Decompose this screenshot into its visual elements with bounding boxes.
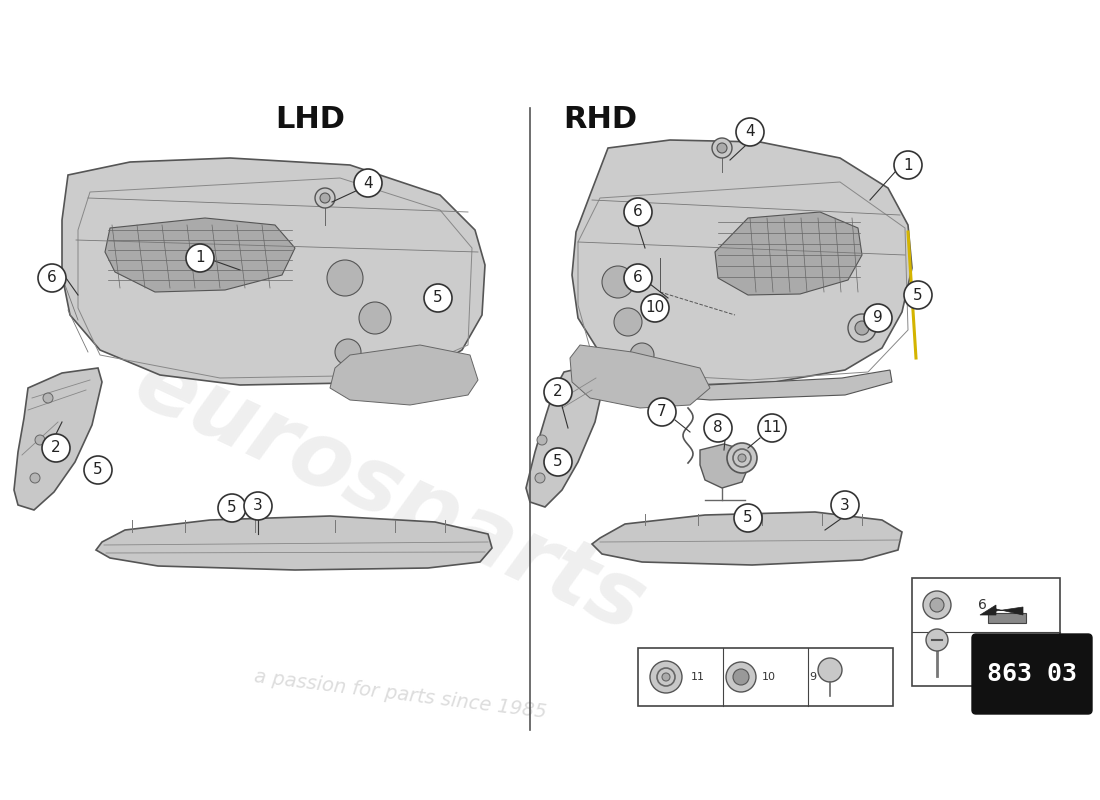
Circle shape [733, 669, 749, 685]
Text: 8: 8 [713, 421, 723, 435]
Circle shape [537, 435, 547, 445]
Circle shape [726, 662, 756, 692]
Text: eurosparts: eurosparts [121, 338, 659, 652]
Circle shape [648, 398, 676, 426]
Circle shape [359, 302, 390, 334]
Text: 6: 6 [978, 598, 987, 612]
Text: LHD: LHD [275, 106, 345, 134]
Circle shape [544, 393, 556, 403]
Circle shape [535, 473, 544, 483]
Polygon shape [592, 370, 892, 400]
FancyBboxPatch shape [972, 634, 1092, 714]
Circle shape [830, 491, 859, 519]
Circle shape [641, 294, 669, 322]
Circle shape [717, 143, 727, 153]
Circle shape [602, 266, 634, 298]
Circle shape [42, 434, 70, 462]
Circle shape [327, 260, 363, 296]
Circle shape [315, 188, 336, 208]
Polygon shape [96, 516, 492, 570]
Circle shape [624, 198, 652, 226]
Polygon shape [988, 613, 1026, 623]
Text: 6: 6 [47, 270, 57, 286]
Circle shape [727, 443, 757, 473]
Circle shape [904, 281, 932, 309]
Text: 863 03: 863 03 [987, 662, 1077, 686]
Circle shape [614, 308, 642, 336]
Circle shape [320, 193, 330, 203]
FancyBboxPatch shape [638, 648, 893, 706]
Text: 2: 2 [52, 441, 60, 455]
Polygon shape [592, 512, 902, 565]
Circle shape [424, 284, 452, 312]
Circle shape [30, 473, 40, 483]
Polygon shape [980, 605, 1023, 615]
Polygon shape [62, 158, 485, 385]
Text: 5: 5 [228, 501, 236, 515]
Circle shape [186, 244, 214, 272]
Text: a passion for parts since 1985: a passion for parts since 1985 [253, 668, 548, 722]
Polygon shape [104, 218, 295, 292]
Circle shape [923, 591, 952, 619]
Circle shape [848, 314, 876, 342]
Text: 5: 5 [553, 454, 563, 470]
Circle shape [336, 339, 361, 365]
Polygon shape [330, 345, 478, 405]
Circle shape [738, 454, 746, 462]
Text: 10: 10 [762, 672, 776, 682]
Circle shape [704, 414, 732, 442]
Text: 5: 5 [94, 462, 102, 478]
Circle shape [630, 343, 654, 367]
Circle shape [624, 264, 652, 292]
Circle shape [84, 456, 112, 484]
Circle shape [758, 414, 786, 442]
Text: 6: 6 [634, 270, 642, 286]
Polygon shape [570, 345, 710, 408]
Text: 7: 7 [657, 405, 667, 419]
Circle shape [39, 264, 66, 292]
Circle shape [650, 661, 682, 693]
Text: 5: 5 [744, 510, 752, 526]
Text: 3: 3 [840, 498, 850, 513]
Text: 6: 6 [634, 205, 642, 219]
Polygon shape [715, 212, 862, 295]
Text: 5: 5 [433, 290, 443, 306]
Text: 9: 9 [810, 672, 816, 682]
Circle shape [354, 169, 382, 197]
Text: 5: 5 [978, 652, 987, 666]
Circle shape [544, 378, 572, 406]
Circle shape [734, 504, 762, 532]
Polygon shape [526, 365, 605, 507]
Circle shape [855, 321, 869, 335]
Circle shape [712, 138, 732, 158]
Circle shape [43, 393, 53, 403]
Circle shape [926, 629, 948, 651]
Text: 5: 5 [913, 287, 923, 302]
FancyBboxPatch shape [912, 578, 1060, 686]
Text: RHD: RHD [563, 106, 637, 134]
Text: 4: 4 [363, 175, 373, 190]
Text: 11: 11 [762, 421, 782, 435]
Circle shape [244, 492, 272, 520]
Text: 10: 10 [646, 301, 664, 315]
Circle shape [894, 151, 922, 179]
Circle shape [736, 118, 764, 146]
Text: 1: 1 [903, 158, 913, 173]
Text: 2: 2 [553, 385, 563, 399]
Circle shape [864, 304, 892, 332]
Polygon shape [700, 444, 748, 488]
Circle shape [35, 435, 45, 445]
Circle shape [818, 658, 842, 682]
Circle shape [662, 673, 670, 681]
Text: 1: 1 [195, 250, 205, 266]
Circle shape [218, 494, 246, 522]
Text: 4: 4 [745, 125, 755, 139]
Text: 9: 9 [873, 310, 883, 326]
Circle shape [544, 448, 572, 476]
Text: 3: 3 [253, 498, 263, 514]
Polygon shape [14, 368, 102, 510]
Text: 11: 11 [691, 672, 705, 682]
Polygon shape [572, 140, 912, 385]
Circle shape [930, 598, 944, 612]
